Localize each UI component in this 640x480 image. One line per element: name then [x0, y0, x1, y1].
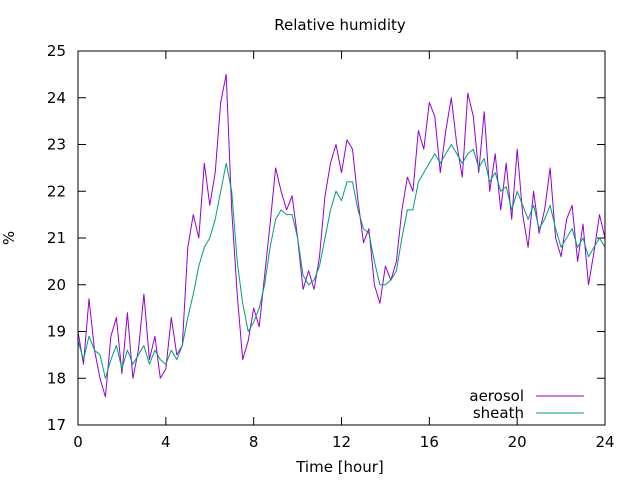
- x-tick-label: 4: [161, 433, 171, 451]
- y-axis-title: %: [0, 231, 18, 245]
- y-tick-label: 25: [47, 42, 66, 60]
- axis-ticks: 17 18 19 20 21 22 23 24 25 0 4 8 12 16 20 24: [47, 42, 615, 451]
- y-tick-label: 21: [47, 229, 66, 247]
- y-tick-label: 22: [47, 182, 66, 200]
- x-axis-title: Time [hour]: [295, 458, 384, 476]
- legend-label-aerosol: aerosol: [469, 387, 524, 405]
- y-tick-label: 18: [47, 369, 66, 387]
- x-tick-label: 8: [249, 433, 259, 451]
- legend-label-sheath: sheath: [473, 404, 524, 422]
- x-tick-label: 0: [73, 433, 83, 451]
- series-line-aerosol: [77, 73, 606, 398]
- x-tick-label: 20: [508, 433, 527, 451]
- y-tick-label: 19: [47, 323, 66, 341]
- x-tick-label: 16: [420, 433, 439, 451]
- y-tick-label: 17: [47, 416, 66, 434]
- y-tick-label: 24: [47, 89, 66, 107]
- x-tick-label: 12: [332, 433, 351, 451]
- series-line-sheath: [77, 144, 606, 379]
- chart-title: Relative humidity: [274, 16, 406, 34]
- x-tick-label: 24: [595, 433, 614, 451]
- y-tick-label: 20: [47, 276, 66, 294]
- y-tick-label: 23: [47, 136, 66, 154]
- series-layer: [77, 73, 606, 398]
- plot-frame: [77, 50, 606, 426]
